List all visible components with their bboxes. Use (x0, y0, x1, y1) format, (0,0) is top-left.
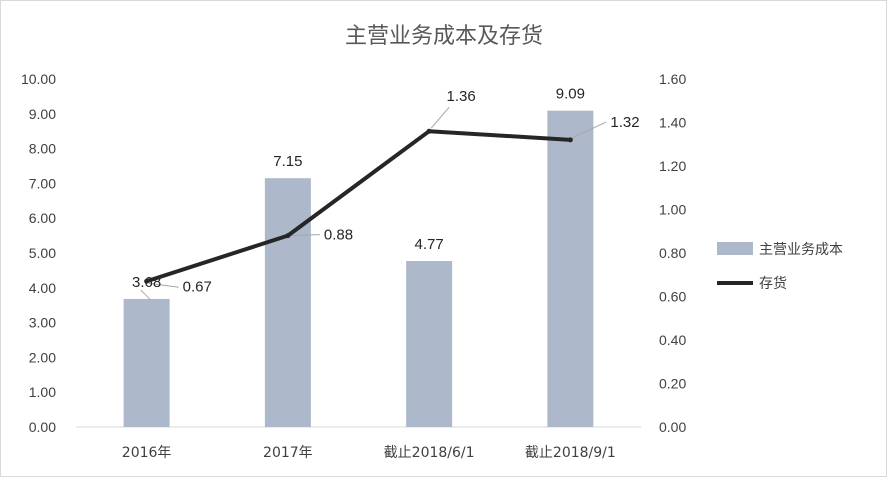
line-value-label: 1.32 (610, 114, 639, 131)
bar-value-label: 3.68 (132, 274, 161, 291)
line-point (285, 233, 291, 239)
left-tick-label: 2.00 (29, 349, 56, 365)
right-tick-label: 1.40 (659, 115, 686, 131)
bar-series (123, 110, 594, 427)
bar (406, 261, 453, 427)
category-label: 2016年 (122, 445, 172, 461)
left-tick-label: 4.00 (29, 280, 56, 296)
left-tick-label: 9.00 (29, 106, 56, 122)
left-tick-label: 1.00 (29, 384, 56, 400)
label-leader-lines (140, 106, 607, 301)
right-tick-label: 0.20 (659, 376, 686, 392)
bar-value-label: 4.77 (415, 236, 444, 253)
left-tick-label: 8.00 (29, 141, 56, 157)
line-value-label: 1.36 (447, 88, 476, 105)
legend-label-line: 存货 (759, 275, 787, 292)
data-labels: 3.68 7.15 4.77 9.09 0.67 0.88 1.36 1.32 (132, 86, 640, 296)
legend-label-bar: 主营业务成本 (759, 242, 843, 258)
left-tick-label: 10.00 (21, 71, 56, 87)
right-tick-label: 1.60 (659, 71, 686, 87)
legend-swatch-bar (717, 242, 753, 255)
bar-value-label: 9.09 (556, 86, 585, 103)
left-tick-label: 7.00 (29, 175, 56, 191)
bar (123, 298, 170, 427)
chart-title: 主营业务成本及存货 (345, 24, 543, 49)
left-tick-label: 5.00 (29, 245, 56, 261)
right-tick-label: 1.00 (659, 202, 686, 218)
line-series (144, 128, 573, 284)
left-tick-label: 6.00 (29, 210, 56, 226)
leader-line (572, 121, 607, 139)
line-value-label: 0.88 (324, 227, 353, 244)
line-point (144, 278, 150, 284)
bar (547, 110, 594, 427)
right-tick-label: 0.60 (659, 289, 686, 305)
legend: 主营业务成本 存货 (717, 242, 843, 292)
line-value-label: 0.67 (183, 278, 212, 295)
bar (264, 178, 311, 427)
line-point (426, 128, 432, 134)
category-label: 截止2018/6/1 (384, 445, 475, 461)
left-tick-label: 3.00 (29, 315, 56, 331)
leader-line (148, 282, 179, 288)
right-tick-label: 0.80 (659, 245, 686, 261)
inventory-line (146, 129, 571, 284)
right-tick-label: 0.00 (659, 419, 686, 435)
category-label: 2017年 (263, 445, 313, 461)
left-tick-label: 0.00 (29, 419, 56, 435)
leader-line (140, 289, 151, 301)
category-label: 截止2018/9/1 (525, 445, 616, 461)
right-tick-label: 0.40 (659, 332, 686, 348)
leader-line (289, 234, 320, 237)
axes: 0.00 1.00 2.00 3.00 4.00 5.00 6.00 7.00 8.00 9.00… (21, 71, 687, 461)
line-point (567, 137, 573, 143)
leader-line (430, 106, 450, 129)
right-tick-label: 1.20 (659, 158, 686, 174)
bar-value-label: 7.15 (273, 153, 302, 170)
